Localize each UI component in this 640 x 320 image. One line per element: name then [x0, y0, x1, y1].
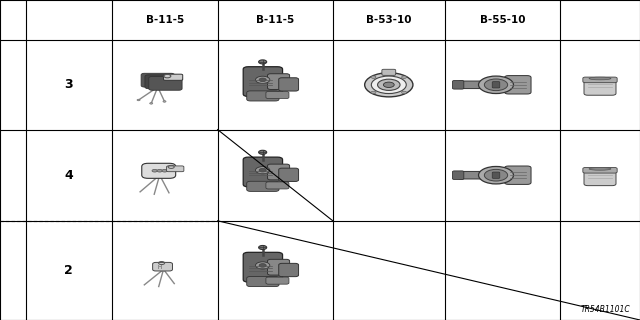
FancyBboxPatch shape — [492, 172, 500, 178]
Circle shape — [137, 99, 140, 101]
Circle shape — [259, 245, 267, 250]
Circle shape — [163, 101, 166, 102]
FancyBboxPatch shape — [247, 276, 279, 287]
Circle shape — [150, 103, 153, 104]
Text: H: H — [157, 265, 162, 270]
Circle shape — [255, 167, 270, 174]
FancyBboxPatch shape — [243, 157, 283, 187]
FancyBboxPatch shape — [141, 73, 174, 87]
Circle shape — [402, 76, 406, 78]
FancyBboxPatch shape — [458, 81, 486, 89]
FancyBboxPatch shape — [166, 166, 184, 172]
Circle shape — [479, 76, 513, 93]
Circle shape — [378, 79, 400, 91]
FancyBboxPatch shape — [452, 81, 464, 89]
FancyBboxPatch shape — [152, 262, 172, 271]
Circle shape — [157, 169, 163, 172]
Circle shape — [259, 150, 267, 154]
FancyBboxPatch shape — [247, 91, 279, 101]
FancyBboxPatch shape — [164, 74, 183, 80]
Circle shape — [259, 78, 266, 82]
Text: B-11-5: B-11-5 — [256, 15, 294, 25]
Ellipse shape — [589, 77, 611, 80]
Text: TR54B1101C: TR54B1101C — [580, 305, 630, 314]
FancyBboxPatch shape — [266, 92, 289, 99]
FancyBboxPatch shape — [279, 168, 298, 181]
FancyBboxPatch shape — [458, 172, 486, 179]
Circle shape — [371, 91, 376, 94]
FancyBboxPatch shape — [266, 277, 289, 284]
Circle shape — [259, 264, 266, 267]
Circle shape — [479, 166, 513, 184]
Circle shape — [259, 168, 266, 172]
Text: B-53-10: B-53-10 — [366, 15, 412, 25]
Circle shape — [371, 76, 406, 93]
Text: 2: 2 — [65, 264, 73, 277]
Circle shape — [484, 79, 508, 91]
FancyBboxPatch shape — [583, 77, 617, 83]
FancyBboxPatch shape — [504, 76, 531, 94]
Text: B-11-5: B-11-5 — [146, 15, 184, 25]
FancyBboxPatch shape — [268, 164, 290, 180]
Circle shape — [371, 76, 376, 78]
Circle shape — [162, 169, 168, 172]
Circle shape — [383, 82, 394, 87]
FancyBboxPatch shape — [243, 67, 283, 96]
FancyBboxPatch shape — [149, 76, 182, 90]
FancyBboxPatch shape — [279, 78, 298, 91]
FancyBboxPatch shape — [382, 69, 396, 76]
FancyBboxPatch shape — [266, 182, 289, 189]
FancyBboxPatch shape — [452, 171, 464, 180]
FancyBboxPatch shape — [584, 78, 616, 95]
Circle shape — [255, 262, 270, 269]
FancyBboxPatch shape — [247, 181, 279, 191]
FancyBboxPatch shape — [279, 263, 298, 276]
Circle shape — [365, 73, 413, 97]
Circle shape — [255, 76, 270, 84]
Circle shape — [484, 169, 508, 181]
FancyBboxPatch shape — [142, 163, 175, 178]
Circle shape — [259, 60, 267, 64]
Circle shape — [152, 169, 157, 172]
FancyBboxPatch shape — [504, 166, 531, 184]
FancyBboxPatch shape — [268, 259, 290, 275]
Text: 4: 4 — [65, 169, 73, 182]
FancyBboxPatch shape — [584, 168, 616, 186]
FancyBboxPatch shape — [145, 75, 178, 89]
FancyBboxPatch shape — [492, 82, 500, 88]
Ellipse shape — [589, 168, 611, 170]
FancyBboxPatch shape — [268, 74, 290, 90]
FancyBboxPatch shape — [243, 252, 283, 282]
Circle shape — [402, 91, 406, 94]
Text: B-55-10: B-55-10 — [479, 15, 525, 25]
Text: 3: 3 — [65, 78, 73, 91]
FancyBboxPatch shape — [583, 167, 617, 173]
